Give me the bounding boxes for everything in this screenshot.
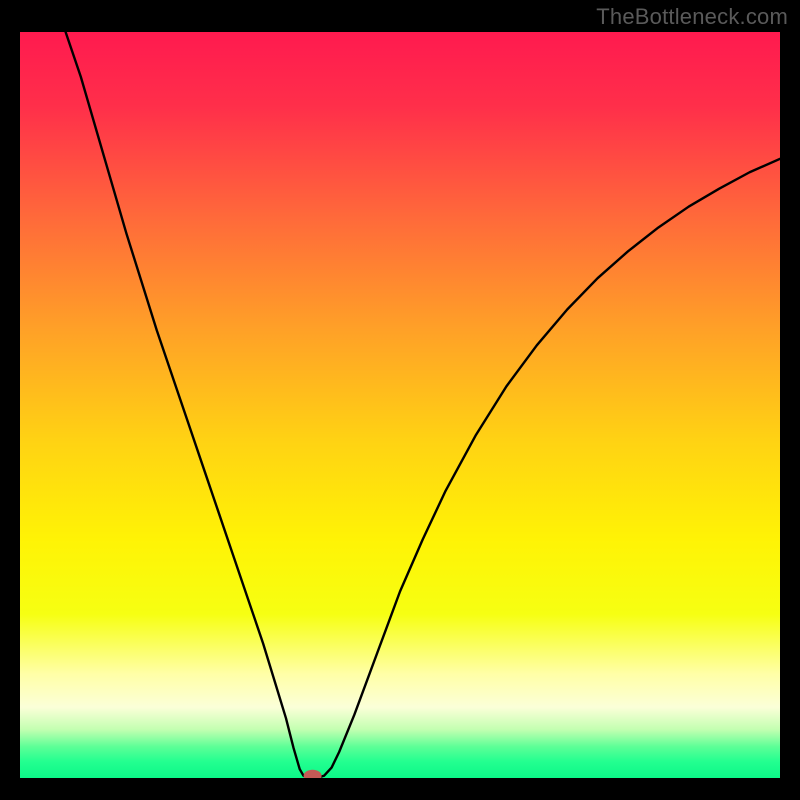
- chart-stage: TheBottleneck.com: [0, 0, 800, 800]
- plot-area: [20, 32, 780, 778]
- watermark-text: TheBottleneck.com: [596, 4, 788, 30]
- plot-svg: [20, 32, 780, 778]
- gradient-background: [20, 32, 780, 778]
